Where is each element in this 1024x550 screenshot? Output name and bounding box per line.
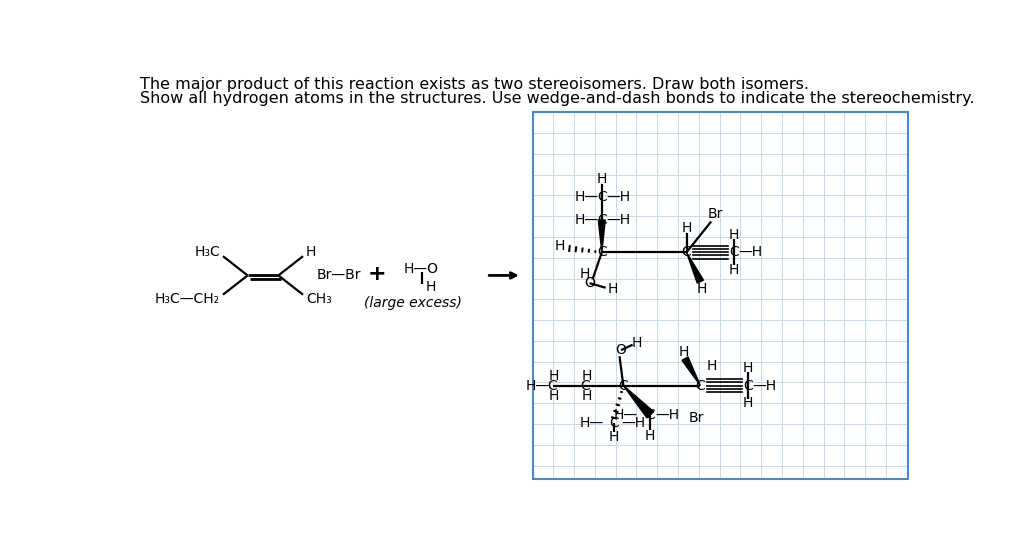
Text: H—: H— xyxy=(580,415,603,430)
Text: H: H xyxy=(609,430,620,444)
Text: H: H xyxy=(729,263,739,277)
Text: H: H xyxy=(681,221,691,235)
Text: —H: —H xyxy=(655,408,679,422)
Text: C: C xyxy=(645,408,655,422)
Text: H: H xyxy=(645,428,655,443)
Text: H: H xyxy=(582,388,592,403)
Text: H: H xyxy=(696,282,708,295)
Text: H: H xyxy=(580,267,590,281)
Text: C: C xyxy=(682,245,691,260)
Text: —H: —H xyxy=(739,245,763,260)
Text: H: H xyxy=(707,359,717,373)
Text: C: C xyxy=(729,245,739,260)
Text: H: H xyxy=(729,228,739,241)
Text: H: H xyxy=(549,368,559,383)
Text: H₃C—CH₂: H₃C—CH₂ xyxy=(155,292,220,306)
Text: —H: —H xyxy=(606,213,631,227)
Text: C: C xyxy=(695,378,706,393)
Text: C: C xyxy=(548,378,557,393)
Text: Show all hydrogen atoms in the structures. Use wedge-and-dash bonds to indicate : Show all hydrogen atoms in the structure… xyxy=(140,91,974,106)
Text: C: C xyxy=(580,378,590,393)
Text: H—: H— xyxy=(525,378,550,393)
Text: H: H xyxy=(549,388,559,403)
Polygon shape xyxy=(624,386,653,418)
Text: H: H xyxy=(743,396,754,410)
Text: —H: —H xyxy=(753,378,777,393)
Text: C: C xyxy=(597,213,606,227)
Text: H—: H— xyxy=(574,190,599,204)
Text: (large excess): (large excess) xyxy=(365,296,462,310)
Text: H: H xyxy=(554,239,564,253)
Text: H: H xyxy=(678,345,688,360)
Bar xyxy=(532,112,908,478)
Text: C: C xyxy=(743,378,753,393)
Text: H₃C: H₃C xyxy=(195,245,220,260)
Text: H—: H— xyxy=(574,213,599,227)
Text: H: H xyxy=(632,336,642,350)
Text: H—: H— xyxy=(613,408,638,422)
Polygon shape xyxy=(598,220,605,252)
Text: H: H xyxy=(597,172,607,186)
Text: C: C xyxy=(609,415,618,430)
Polygon shape xyxy=(682,357,700,386)
Text: C: C xyxy=(618,378,629,393)
Text: —H: —H xyxy=(606,190,631,204)
Text: C: C xyxy=(597,190,606,204)
Text: C: C xyxy=(597,245,606,260)
Text: Br: Br xyxy=(708,207,723,221)
Text: H—O: H—O xyxy=(403,262,439,276)
Text: H: H xyxy=(425,280,436,294)
Text: H: H xyxy=(607,282,617,295)
Polygon shape xyxy=(686,252,703,283)
Text: O: O xyxy=(615,343,627,357)
Text: H: H xyxy=(743,361,754,375)
Text: +: + xyxy=(368,264,386,284)
Text: H: H xyxy=(582,368,592,383)
Text: Br—Br: Br—Br xyxy=(316,268,360,283)
Text: —H: —H xyxy=(622,415,646,430)
Text: The major product of this reaction exists as two stereoisomers. Draw both isomer: The major product of this reaction exist… xyxy=(140,77,809,92)
Text: H: H xyxy=(306,245,316,260)
Text: CH₃: CH₃ xyxy=(306,292,332,306)
Text: Br: Br xyxy=(689,411,705,425)
Text: O: O xyxy=(584,276,595,290)
